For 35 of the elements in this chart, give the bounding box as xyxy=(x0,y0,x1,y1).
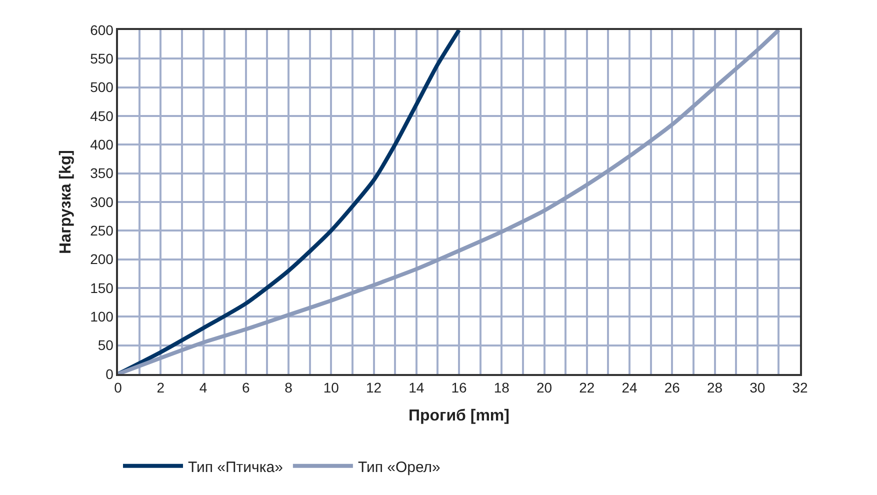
y-tick-label: 50 xyxy=(98,337,114,354)
x-tick-label: 26 xyxy=(664,380,680,396)
x-tick-label: 20 xyxy=(536,380,552,396)
y-tick-label: 450 xyxy=(90,108,114,124)
x-tick-label: 22 xyxy=(579,380,595,396)
x-tick-label: 8 xyxy=(284,380,293,396)
y-tick-label: 100 xyxy=(90,308,114,325)
x-tick-label: 18 xyxy=(494,380,510,396)
line-series xyxy=(118,30,781,374)
y-tick-label: 300 xyxy=(90,194,114,210)
x-tick-label: 32 xyxy=(792,380,808,396)
legend-label: Тип «Орел» xyxy=(358,458,440,476)
x-tick-label: 12 xyxy=(366,380,382,396)
legend-label: Тип «Птичка» xyxy=(188,458,283,476)
x-tick-label: 14 xyxy=(408,380,424,396)
x-tick-label: 2 xyxy=(156,380,165,396)
y-tick-label: 150 xyxy=(90,280,114,296)
x-tick-label: 6 xyxy=(242,380,250,396)
y-tick-label: 550 xyxy=(90,50,114,67)
y-tick-label: 350 xyxy=(90,165,114,182)
x-tick-label: 30 xyxy=(750,380,766,396)
y-tick-label: 400 xyxy=(90,136,114,153)
x-tick-label: 28 xyxy=(706,380,723,396)
y-axis-title: Нагрузка [kg] xyxy=(57,150,74,254)
y-tick-label: 0 xyxy=(106,366,114,382)
y-tick-label: 600 xyxy=(90,22,114,38)
y-tick-label: 200 xyxy=(90,251,114,268)
x-tick-label: 16 xyxy=(451,380,467,396)
y-tick-label: 250 xyxy=(90,222,114,239)
y-tick-label: 500 xyxy=(90,79,114,96)
x-axis-title: Прогиб [mm] xyxy=(408,408,510,425)
x-tick-label: 4 xyxy=(199,380,208,396)
x-tick-label: 10 xyxy=(323,380,340,396)
x-tick-label: 24 xyxy=(622,380,638,396)
line-series xyxy=(118,30,461,374)
